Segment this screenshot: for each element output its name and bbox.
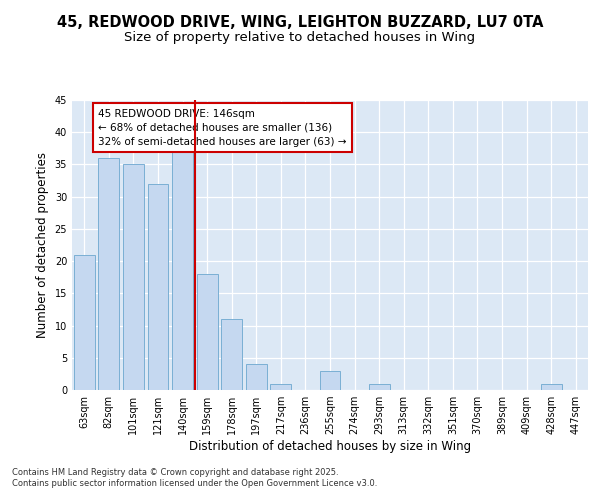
X-axis label: Distribution of detached houses by size in Wing: Distribution of detached houses by size … (189, 440, 471, 453)
Bar (221, 319, 242, 390)
Bar (74, 254, 95, 390)
Text: Size of property relative to detached houses in Wing: Size of property relative to detached ho… (124, 31, 476, 44)
Bar (246, 364, 267, 390)
Bar (172, 152, 193, 390)
Bar (368, 384, 389, 390)
Bar (123, 164, 144, 390)
Text: 45 REDWOOD DRIVE: 146sqm
← 68% of detached houses are smaller (136)
32% of semi-: 45 REDWOOD DRIVE: 146sqm ← 68% of detach… (98, 108, 346, 146)
Text: 45, REDWOOD DRIVE, WING, LEIGHTON BUZZARD, LU7 0TA: 45, REDWOOD DRIVE, WING, LEIGHTON BUZZAR… (57, 15, 543, 30)
Bar (541, 384, 562, 390)
Bar (148, 184, 169, 390)
Bar (197, 274, 218, 390)
Text: Contains HM Land Registry data © Crown copyright and database right 2025.
Contai: Contains HM Land Registry data © Crown c… (12, 468, 377, 487)
Bar (271, 384, 292, 390)
Bar (98, 158, 119, 390)
Bar (320, 370, 340, 390)
Y-axis label: Number of detached properties: Number of detached properties (36, 152, 49, 338)
